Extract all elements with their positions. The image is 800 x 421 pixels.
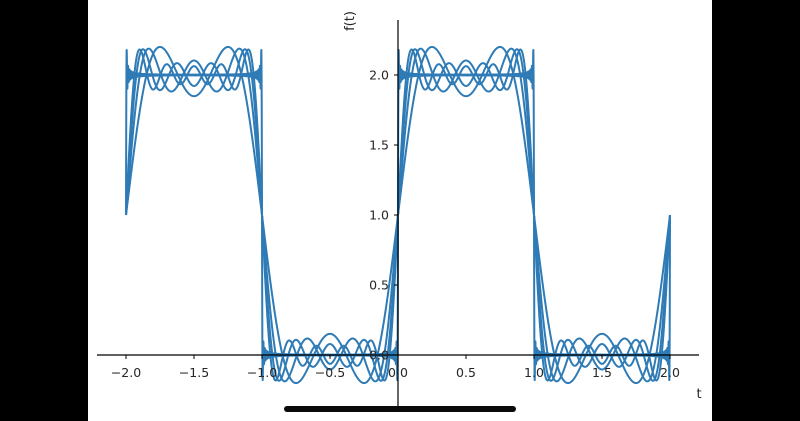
y-tick-label: 0.0 (369, 348, 389, 363)
x-tick-label: 0.5 (456, 365, 476, 380)
x-tick-label: 0.0 (388, 365, 408, 380)
x-tick-label: 1.0 (524, 365, 544, 380)
x-axis-label: t (696, 387, 701, 402)
y-tick-label: 1.5 (369, 138, 389, 153)
y-tick-label: 2.0 (369, 68, 389, 83)
y-tick-label: 1.0 (369, 208, 389, 223)
y-axis-label: f(t) (343, 11, 358, 31)
home-indicator-bar[interactable] (284, 406, 516, 412)
x-tick-label: 2.0 (660, 365, 680, 380)
y-tick-label: 0.5 (369, 278, 389, 293)
x-tick-label: −1.5 (179, 365, 209, 380)
axes-group: −2.0 −1.5 −1.0 −0.5 0.0 0.5 1.0 1.5 2.0 0.0 0.5 1.0… (97, 11, 702, 409)
x-tick-label: −0.5 (315, 365, 345, 380)
x-tick-label: 1.5 (592, 365, 612, 380)
x-tick-label: −2.0 (111, 365, 141, 380)
x-tick-label: −1.0 (247, 365, 277, 380)
